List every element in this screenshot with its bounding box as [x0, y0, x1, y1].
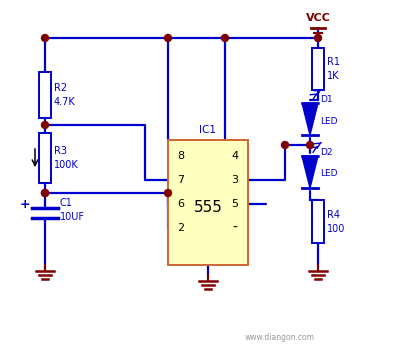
Text: D2: D2 [320, 148, 333, 157]
Text: +: + [19, 197, 30, 210]
Text: 2: 2 [177, 223, 185, 233]
Circle shape [42, 121, 48, 128]
Text: 4: 4 [231, 151, 238, 161]
Circle shape [42, 189, 48, 196]
Text: 7: 7 [177, 175, 185, 185]
Text: 5: 5 [232, 199, 238, 209]
Bar [39, 72, 51, 118]
Text: LED: LED [320, 169, 337, 178]
Circle shape [164, 35, 171, 42]
Circle shape [314, 35, 322, 42]
Text: 1K: 1K [327, 71, 339, 81]
Bar [312, 200, 324, 243]
Circle shape [164, 189, 171, 196]
Text: 3: 3 [232, 175, 238, 185]
Text: 100K: 100K [54, 160, 79, 170]
Circle shape [307, 141, 314, 148]
Circle shape [42, 189, 48, 196]
Text: 100: 100 [327, 224, 345, 233]
Text: D1: D1 [320, 95, 333, 104]
Text: R3: R3 [54, 146, 67, 156]
Circle shape [282, 141, 289, 148]
Text: www.diangon.com: www.diangon.com [245, 334, 315, 343]
Text: 4.7K: 4.7K [54, 97, 76, 107]
Text: 6: 6 [177, 199, 185, 209]
Bar [168, 140, 248, 265]
Text: IC1: IC1 [200, 125, 217, 135]
Text: C1: C1 [60, 198, 73, 208]
Text: R4: R4 [327, 210, 340, 219]
Text: LED: LED [320, 117, 337, 126]
Text: -: - [232, 221, 238, 235]
Text: R2: R2 [54, 83, 67, 93]
Text: 8: 8 [177, 151, 185, 161]
Text: VCC: VCC [306, 13, 330, 23]
Bar [312, 48, 324, 90]
Circle shape [221, 35, 228, 42]
Polygon shape [302, 103, 318, 135]
Bar [39, 133, 51, 183]
Polygon shape [302, 156, 318, 188]
Text: R1: R1 [327, 57, 340, 67]
Text: 10UF: 10UF [60, 212, 85, 222]
Text: 555: 555 [194, 200, 223, 215]
Circle shape [42, 35, 48, 42]
